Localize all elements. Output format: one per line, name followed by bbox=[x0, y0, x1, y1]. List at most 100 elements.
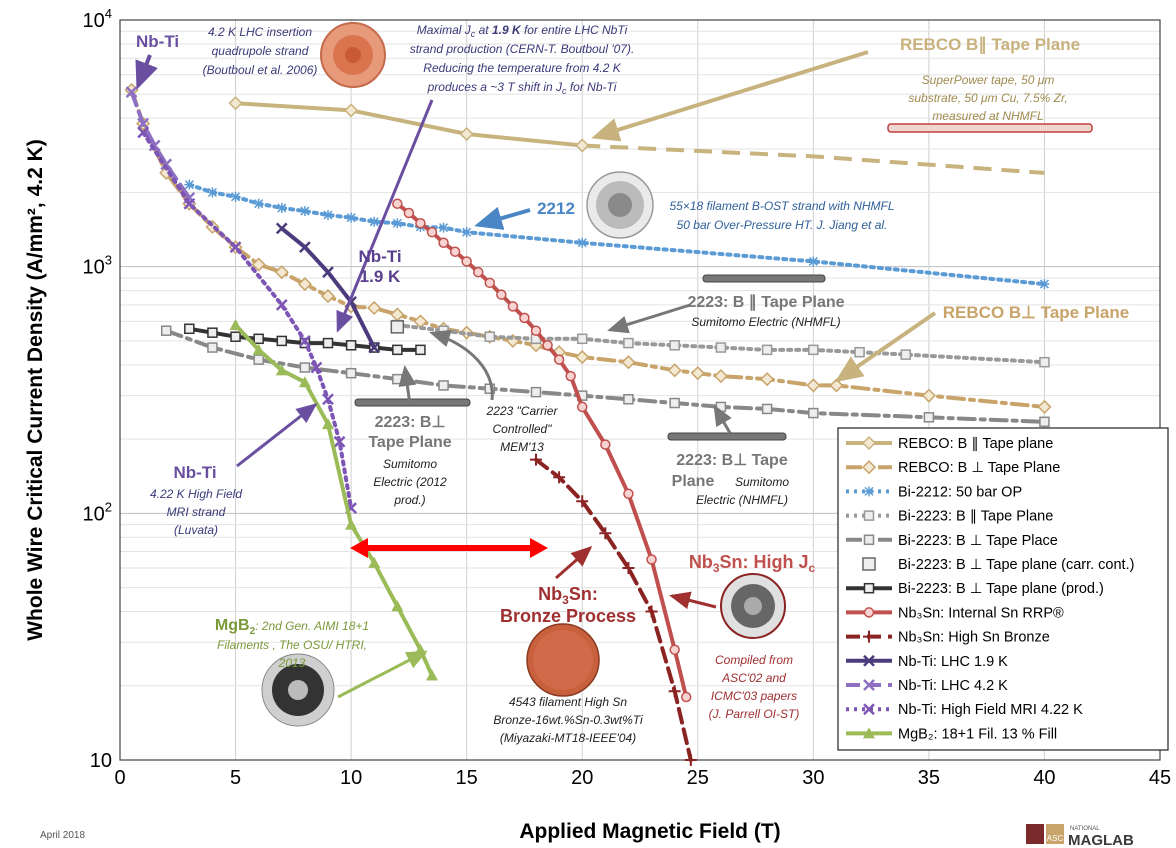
data-point bbox=[542, 340, 553, 351]
legend-marker bbox=[863, 703, 875, 716]
data-point bbox=[392, 218, 403, 229]
svg-text:Sumitomo: Sumitomo bbox=[383, 457, 437, 471]
data-point bbox=[808, 344, 819, 356]
data-point bbox=[459, 126, 474, 142]
data-point bbox=[438, 325, 449, 336]
legend-item: Bi-2223: B ∥ Tape Plane bbox=[846, 509, 1053, 525]
svg-text:Maximal Jc at 1.9 K for entire: Maximal Jc at 1.9 K for entire LHC NbTi bbox=[417, 23, 628, 39]
data-point bbox=[684, 754, 697, 766]
data-point bbox=[392, 373, 403, 385]
data-point bbox=[322, 393, 334, 406]
data-point bbox=[921, 388, 936, 403]
legend-marker bbox=[864, 486, 874, 497]
series-nb-ti-high-field-mri-4-22-k bbox=[137, 126, 357, 514]
series-bi-2223-b-tape-plane-carr-cont bbox=[390, 320, 405, 334]
data-point bbox=[298, 376, 311, 388]
data-point bbox=[599, 527, 612, 540]
data-point bbox=[449, 246, 461, 257]
x-tick-label: 40 bbox=[1033, 767, 1055, 789]
footer-date: April 2018 bbox=[40, 830, 85, 841]
label-2223-perp-right: 2223: B⊥ Tape Plane bbox=[672, 452, 788, 490]
data-point bbox=[459, 325, 474, 340]
series-mgb-18-1-fil-13-fill bbox=[229, 319, 438, 681]
svg-text:Nb-Ti: Nb-Ti bbox=[358, 247, 401, 266]
legend-item: REBCO: B ⊥ Tape Plane bbox=[846, 460, 1060, 476]
data-point bbox=[808, 256, 819, 267]
arrow-2223-par bbox=[607, 303, 691, 334]
data-point bbox=[426, 669, 438, 681]
data-point bbox=[565, 370, 576, 382]
data-point bbox=[345, 340, 357, 351]
data-point bbox=[484, 331, 496, 342]
data-point bbox=[575, 138, 590, 153]
data-point bbox=[715, 342, 727, 353]
logo-national: NATIONAL bbox=[1070, 826, 1100, 832]
rrp-strand-image bbox=[720, 573, 786, 639]
data-point bbox=[346, 212, 357, 223]
mgb2-strand-image bbox=[261, 653, 335, 727]
svg-text:Compiled from: Compiled from bbox=[715, 653, 793, 667]
superpower-note: SuperPower tape, 50 μm substrate, 50 μm … bbox=[908, 73, 1067, 123]
data-point bbox=[1039, 416, 1050, 428]
data-point bbox=[575, 350, 590, 365]
data-point bbox=[829, 378, 844, 393]
legend-item: Nb-Ti: High Field MRI 4.22 K bbox=[846, 702, 1083, 718]
x-tick-label: 25 bbox=[687, 767, 709, 789]
data-point bbox=[900, 349, 912, 360]
data-point bbox=[415, 217, 426, 229]
data-point bbox=[390, 320, 405, 334]
data-point bbox=[622, 562, 635, 575]
arrow-carrier bbox=[429, 329, 494, 401]
label-2212: 2212 bbox=[537, 199, 575, 218]
bronze-note: 4543 filament High Sn Bronze-16wt.%Sn-0.… bbox=[493, 695, 643, 745]
legend-marker bbox=[863, 510, 875, 521]
legend-label: Bi-2223: B ⊥ Tape Place bbox=[898, 533, 1058, 549]
data-point bbox=[392, 344, 403, 356]
legend-marker bbox=[863, 582, 875, 594]
data-point bbox=[760, 372, 775, 387]
data-point bbox=[621, 355, 636, 370]
data-point bbox=[345, 367, 357, 379]
legend-marker bbox=[863, 727, 875, 739]
rebco-tape-image bbox=[887, 123, 1093, 133]
svg-text:Reducing the temperature from: Reducing the temperature from 4.2 K bbox=[423, 61, 621, 75]
legend-marker bbox=[862, 557, 876, 571]
series-line bbox=[129, 90, 192, 200]
nbti-19k-label: Nb-Ti 1.9 K bbox=[358, 247, 401, 286]
plot-area-frame bbox=[119, 19, 1161, 761]
legend-item: Bi-2223: B ⊥ Tape Place bbox=[846, 533, 1058, 549]
sumitomo-left-note: Sumitomo Electric (2012 prod.) bbox=[373, 457, 447, 507]
logo-maglab: MAGLAB bbox=[1068, 832, 1134, 848]
nbti-topleft-label: Nb-Ti bbox=[136, 32, 179, 51]
svg-text:MEM'13: MEM'13 bbox=[500, 440, 544, 454]
logo-asc: ASC bbox=[1047, 834, 1064, 843]
data-point bbox=[403, 207, 415, 219]
data-point bbox=[345, 518, 358, 530]
data-point bbox=[344, 103, 359, 118]
data-point bbox=[553, 471, 566, 484]
data-point bbox=[576, 495, 589, 508]
data-point bbox=[253, 333, 264, 345]
svg-text:ICMC'03 papers: ICMC'03 papers bbox=[711, 689, 797, 703]
svg-text:2013: 2013 bbox=[278, 656, 306, 670]
legend-item: Bi-2223: B ⊥ Tape plane (carr. cont.) bbox=[862, 557, 1134, 573]
data-point bbox=[507, 301, 519, 312]
data-point bbox=[472, 266, 484, 278]
svg-text:2223: B⊥: 2223: B⊥ bbox=[375, 414, 446, 431]
data-point bbox=[207, 327, 218, 338]
lhc-strand-image bbox=[320, 22, 386, 88]
legend-label: Bi-2223: B ⊥ Tape plane (prod.) bbox=[898, 581, 1104, 597]
data-point bbox=[1039, 356, 1050, 368]
svg-text:ASC'02 and: ASC'02 and bbox=[721, 671, 786, 685]
svg-text:SuperPower tape, 50 μm: SuperPower tape, 50 μm bbox=[922, 73, 1055, 87]
annotations: Nb-Ti 4.2 K LHC insertion quadrupole str… bbox=[136, 23, 1129, 745]
series-nb-sn-high-sn-bronze bbox=[530, 453, 697, 766]
series-line bbox=[233, 323, 434, 678]
mgb2-note: MgB2: 2nd Gen. AIMI 18+1 Filaments , The… bbox=[215, 617, 369, 670]
lhc-insertion-note: 4.2 K LHC insertion quadrupole strand (B… bbox=[203, 25, 318, 77]
svg-text:1.9 K: 1.9 K bbox=[360, 267, 401, 286]
y-axis-title: Whole Wire Critical Current Density (A/m… bbox=[24, 139, 47, 641]
legend-label: Nb₃Sn: Internal Sn RRP® bbox=[898, 605, 1064, 621]
svg-text:Bronze Process: Bronze Process bbox=[500, 606, 636, 626]
